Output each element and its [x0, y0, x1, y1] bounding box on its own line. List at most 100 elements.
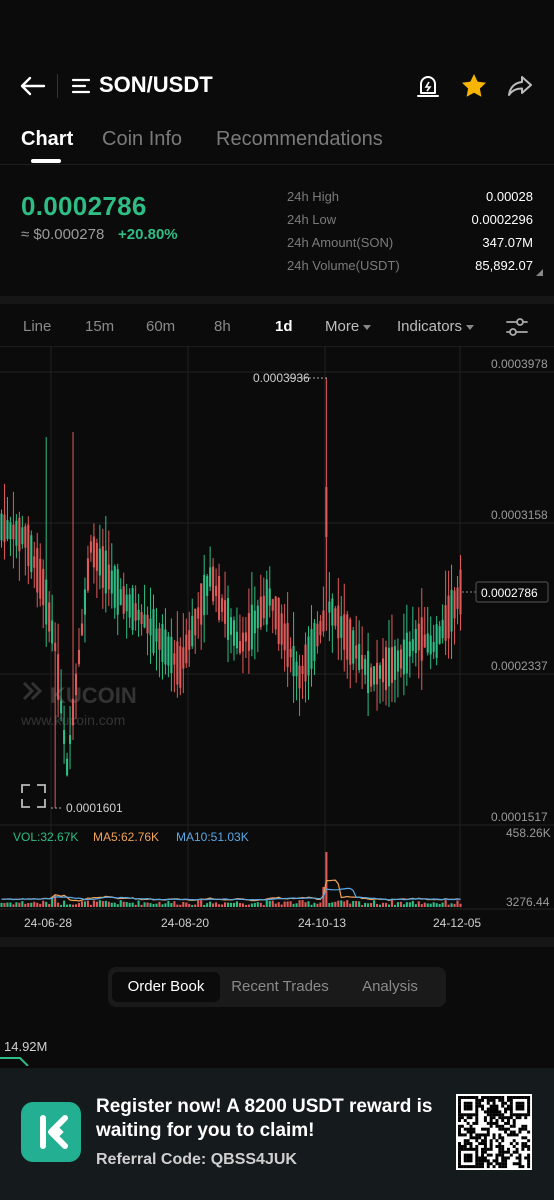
qr-module	[518, 1096, 522, 1099]
candle-body	[361, 654, 364, 670]
timeframe-15m[interactable]: 15m	[85, 318, 115, 335]
qr-module	[469, 1107, 473, 1111]
candle-body	[444, 605, 447, 641]
qr-module	[492, 1107, 496, 1111]
tab-recommendations[interactable]: Recommendations	[216, 128, 383, 150]
referral-banner[interactable]: Register now! A 8200 USDT reward is wait…	[0, 1068, 554, 1200]
volume-bar	[107, 901, 110, 907]
qr-module	[463, 1119, 467, 1123]
qr-module	[489, 1107, 493, 1111]
qr-module	[506, 1096, 510, 1099]
share-icon[interactable]	[506, 72, 534, 100]
volume-bar	[405, 902, 408, 907]
qr-module	[489, 1144, 493, 1148]
candle-body	[158, 628, 161, 650]
tab-recent-trades[interactable]: Recent Trades	[231, 978, 329, 995]
volume-bar	[18, 902, 21, 907]
candle-body	[194, 608, 197, 636]
indicators-dropdown[interactable]: Indicators	[397, 318, 475, 335]
qr-module	[512, 1150, 516, 1154]
candle-body	[283, 623, 286, 651]
volume-bar	[125, 902, 128, 907]
candle-body	[316, 623, 319, 647]
qr-module	[469, 1130, 473, 1134]
y-tick-label: 0.0001517	[491, 810, 548, 824]
fullscreen-icon[interactable]	[21, 784, 46, 808]
qr-module	[463, 1127, 467, 1131]
candle-body	[235, 631, 239, 649]
timeframe-8h[interactable]: 8h	[214, 318, 231, 335]
qr-module	[512, 1162, 516, 1166]
candle-body	[140, 612, 143, 624]
candle-body	[146, 614, 149, 634]
qr-module	[458, 1127, 461, 1131]
tab-chart[interactable]: Chart	[21, 128, 74, 150]
volume-bar	[6, 902, 9, 907]
menu-list-icon[interactable]	[70, 75, 92, 97]
ma10-line	[1, 887, 461, 901]
chart-settings-icon[interactable]	[505, 316, 529, 338]
favorite-star-icon[interactable]	[459, 71, 489, 101]
qr-module	[501, 1116, 505, 1120]
candle-body	[223, 600, 227, 624]
volume-bar	[265, 900, 268, 907]
qr-module	[524, 1124, 528, 1128]
qr-module	[466, 1116, 470, 1120]
qr-module	[489, 1110, 493, 1114]
qr-module	[498, 1136, 502, 1140]
qr-module	[524, 1142, 528, 1146]
qr-module	[495, 1144, 499, 1148]
candle-body	[259, 596, 262, 628]
qr-module	[501, 1104, 505, 1108]
qr-module	[509, 1133, 513, 1137]
expand-corner-icon[interactable]	[536, 269, 543, 276]
volume-bar	[378, 904, 382, 907]
qr-module	[527, 1165, 531, 1169]
price-alert-icon[interactable]	[414, 72, 442, 100]
timeframe-line[interactable]: Line	[23, 318, 52, 335]
back-arrow-icon[interactable]	[18, 72, 48, 100]
kucoin-logo-icon	[21, 1102, 81, 1162]
qr-module	[466, 1153, 470, 1157]
candle-body	[92, 536, 95, 568]
qr-module	[521, 1096, 525, 1099]
qr-module	[501, 1119, 505, 1123]
volume-bar	[134, 904, 137, 907]
timeframe-1d[interactable]: 1d	[275, 318, 293, 335]
qr-module	[486, 1127, 490, 1131]
x-tick-label: 24-06-28	[24, 916, 72, 930]
volume-bar	[292, 903, 295, 907]
qr-module	[492, 1133, 496, 1137]
volume-bar	[57, 902, 60, 907]
qr-module	[463, 1107, 467, 1111]
volume-bar	[232, 902, 236, 907]
candle-body	[396, 650, 399, 672]
candle-body	[399, 649, 402, 669]
candle-body	[137, 609, 140, 621]
current-price-tag	[475, 581, 549, 603]
candle-body	[215, 585, 218, 597]
tab-analysis[interactable]: Analysis	[362, 978, 418, 995]
pair-title[interactable]: SON/USDT	[99, 72, 213, 97]
qr-module	[498, 1142, 502, 1146]
timeframe-60m[interactable]: 60m	[146, 318, 176, 335]
volume-bar	[104, 900, 107, 907]
qr-module	[518, 1156, 522, 1160]
candle-body	[143, 614, 146, 628]
candle-body	[113, 566, 116, 608]
volume-bar	[80, 901, 84, 907]
volume-bar	[337, 900, 340, 907]
qr-module	[521, 1104, 525, 1108]
tab-order-book[interactable]: Order Book	[112, 972, 220, 1002]
volume-bar	[447, 904, 450, 907]
chart-grid	[0, 347, 554, 909]
candle-body	[447, 595, 450, 639]
qr-module	[527, 1098, 531, 1102]
more-dropdown[interactable]: More	[325, 318, 372, 335]
stats-panel: 24h High 0.00028 24h Low 0.0002296 24h A…	[287, 189, 543, 281]
tab-coin-info[interactable]: Coin Info	[102, 128, 183, 150]
qr-module	[527, 1153, 531, 1157]
qr-module	[504, 1110, 508, 1114]
candle-body	[179, 646, 182, 688]
candlestick-chart[interactable]: KUCOIN www.kucoin.com 0.0002786 0.000393…	[0, 347, 554, 937]
